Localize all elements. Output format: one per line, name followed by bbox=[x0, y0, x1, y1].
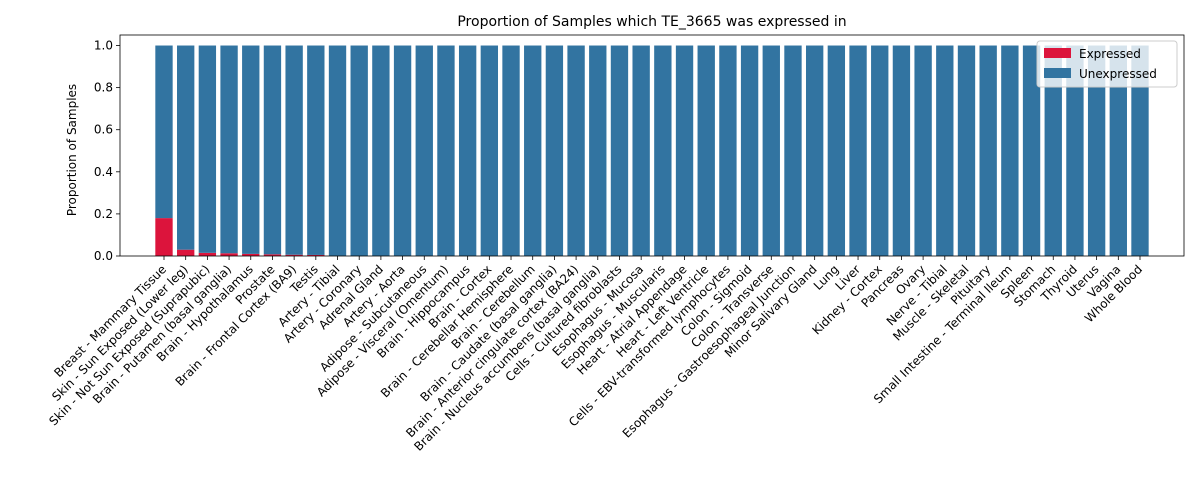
bar-unexpressed bbox=[285, 45, 303, 255]
bar-unexpressed bbox=[675, 45, 694, 256]
bar-unexpressed bbox=[372, 45, 390, 256]
y-tick-label: 0.0 bbox=[94, 249, 113, 263]
bar-unexpressed bbox=[524, 45, 542, 256]
bar-unexpressed bbox=[740, 45, 759, 256]
bar-unexpressed bbox=[849, 45, 867, 256]
y-axis-label: Proportion of Samples bbox=[65, 84, 79, 216]
bar-unexpressed bbox=[545, 45, 564, 256]
y-tick-label: 1.0 bbox=[94, 39, 113, 53]
bar-unexpressed bbox=[567, 45, 585, 256]
bar-unexpressed bbox=[480, 45, 499, 256]
legend-swatch-unexpressed bbox=[1044, 68, 1071, 78]
bar-unexpressed bbox=[155, 45, 173, 219]
bar-expressed bbox=[155, 218, 173, 256]
bar-expressed bbox=[198, 252, 217, 256]
bar-unexpressed bbox=[936, 45, 954, 256]
chart-title: Proportion of Samples which TE_3665 was … bbox=[457, 14, 846, 30]
bar-unexpressed bbox=[784, 45, 802, 256]
bar-unexpressed bbox=[1087, 45, 1106, 256]
y-tick-label: 0.6 bbox=[94, 123, 113, 137]
bar-unexpressed bbox=[1044, 45, 1062, 256]
legend-box bbox=[1036, 40, 1178, 88]
bar-unexpressed bbox=[502, 45, 520, 256]
bar-unexpressed bbox=[220, 45, 238, 254]
bar-unexpressed bbox=[242, 45, 260, 254]
legend-label-unexpressed: Unexpressed bbox=[1079, 67, 1157, 81]
legend-label-expressed: Expressed bbox=[1079, 47, 1141, 61]
bar-expressed bbox=[220, 253, 238, 256]
bar-unexpressed bbox=[350, 45, 368, 256]
bar-unexpressed bbox=[610, 45, 629, 256]
bar-unexpressed bbox=[762, 45, 780, 256]
bar-unexpressed bbox=[198, 45, 217, 253]
bar-unexpressed bbox=[263, 45, 282, 255]
bar-unexpressed bbox=[632, 45, 650, 256]
y-axis: 0.0 0.2 0.4 0.6 0.8 1.0 bbox=[94, 39, 120, 263]
bar-unexpressed bbox=[1001, 45, 1019, 256]
bar-expressed bbox=[177, 249, 195, 256]
bar-unexpressed bbox=[437, 45, 455, 256]
bar-unexpressed bbox=[1131, 45, 1149, 256]
bar-unexpressed bbox=[719, 45, 737, 256]
bar-unexpressed bbox=[654, 45, 672, 256]
y-tick-label: 0.4 bbox=[94, 165, 113, 179]
bar-unexpressed bbox=[979, 45, 997, 256]
bar-unexpressed bbox=[892, 45, 911, 256]
bar-unexpressed bbox=[458, 45, 477, 256]
bar-unexpressed bbox=[1022, 45, 1041, 256]
x-tick-label: Skin - Not Sun Exposed (Suprapubic) bbox=[46, 262, 212, 428]
bar-expressed bbox=[285, 254, 303, 256]
bar-unexpressed bbox=[957, 45, 976, 256]
bar-unexpressed bbox=[589, 45, 607, 256]
bar-unexpressed bbox=[307, 45, 325, 255]
bar-expressed bbox=[242, 253, 260, 256]
bar-unexpressed bbox=[871, 45, 889, 256]
bar-unexpressed bbox=[805, 45, 824, 256]
legend: Expressed Unexpressed bbox=[1036, 40, 1178, 88]
bar-unexpressed bbox=[914, 45, 932, 256]
plot-frame bbox=[119, 34, 1185, 257]
bar-unexpressed bbox=[393, 45, 412, 256]
bar-unexpressed bbox=[177, 45, 195, 250]
bar-unexpressed bbox=[1066, 45, 1084, 256]
bar-unexpressed bbox=[328, 45, 347, 256]
bar-unexpressed bbox=[697, 45, 715, 256]
legend-swatch-expressed bbox=[1044, 48, 1071, 58]
bar-expressed bbox=[307, 254, 325, 256]
y-tick-label: 0.8 bbox=[94, 81, 113, 95]
bars-group bbox=[155, 45, 1149, 256]
bar-unexpressed bbox=[1109, 45, 1127, 256]
y-tick-label: 0.2 bbox=[94, 207, 113, 221]
bar-expressed bbox=[263, 254, 282, 256]
bar-unexpressed bbox=[415, 45, 433, 256]
bar-unexpressed bbox=[827, 45, 846, 256]
